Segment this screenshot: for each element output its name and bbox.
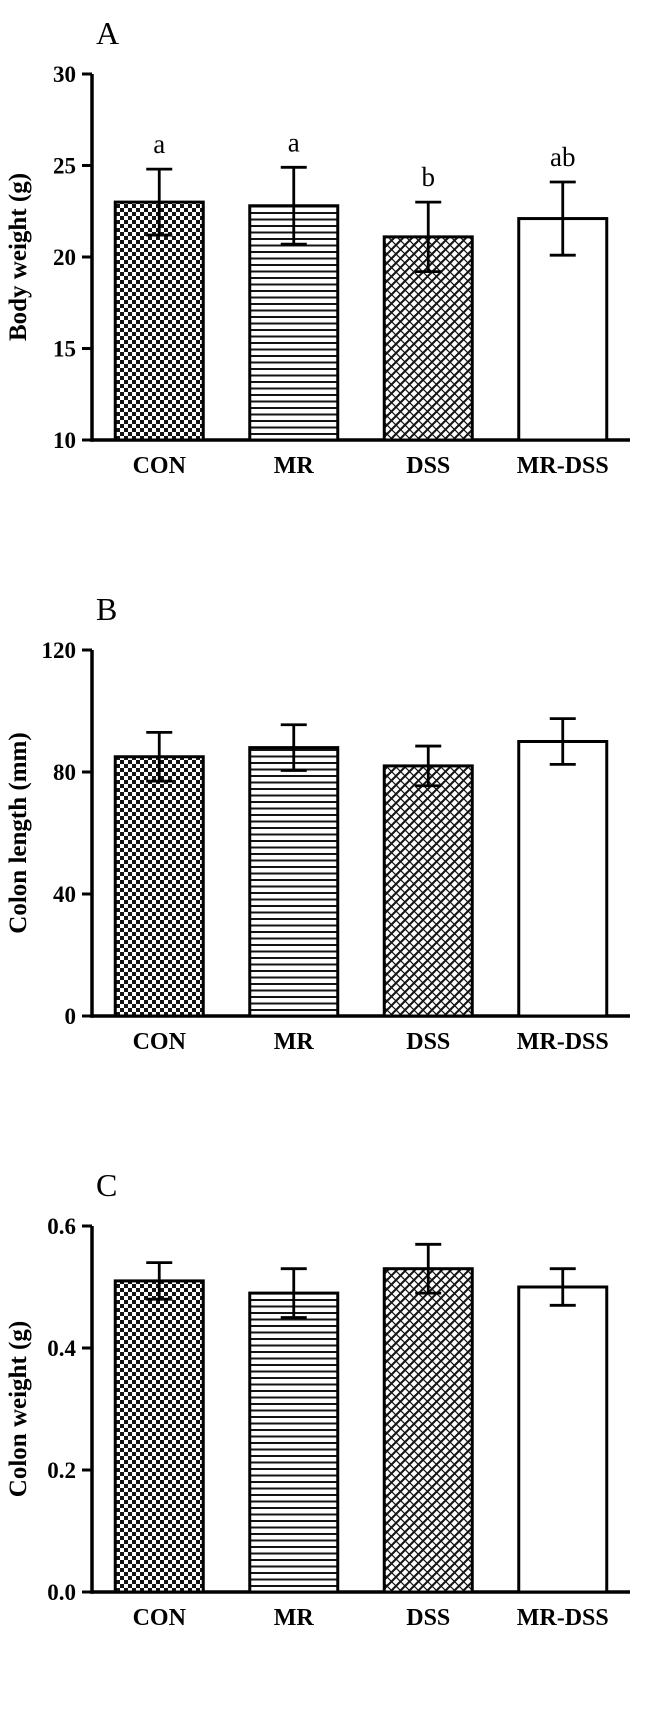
bar-MR (248, 1291, 340, 1594)
category-label-MR: MR (274, 1029, 315, 1055)
error-bar-MR (280, 1267, 307, 1319)
error-bar-CON (146, 730, 173, 783)
panel-letter-a: A (96, 15, 120, 51)
error-bar-CON (146, 1261, 173, 1301)
bar-chart-body-weight: 10 15 20 25 30 Body weight (g) CON a MR a DSS b MR-D… (0, 56, 650, 486)
panel-b: B 0 40 80 120 Colon length (mm) CON MR DSS MR-DS… (0, 576, 650, 1152)
y-tick-label: 40 (53, 882, 76, 907)
category-label-DSS: DSS (406, 1029, 450, 1055)
category-label-DSS: DSS (406, 453, 450, 479)
y-axis-title: Colon weight (g) (5, 1321, 32, 1497)
category-label-CON: CON (133, 1605, 187, 1631)
y-tick-label: 80 (53, 760, 76, 785)
error-bar-MR-DSS (549, 1267, 576, 1307)
category-label-MR-DSS: MR-DSS (517, 1605, 609, 1631)
y-tick-label: 0.6 (47, 1214, 76, 1239)
panel-c: C 0.0 0.2 0.4 0.6 Colon weight (g) CON MR DSS MR… (0, 1152, 650, 1728)
category-label-CON: CON (133, 453, 187, 479)
category-label-CON: CON (133, 1029, 187, 1055)
y-tick-label: 20 (53, 245, 76, 270)
y-tick-label: 15 (53, 337, 76, 362)
bar-CON (113, 755, 205, 1018)
bar-DSS (382, 235, 474, 442)
error-bar-DSS (415, 744, 442, 788)
sig-label-DSS: b (422, 162, 436, 192)
y-tick-label: 0.4 (47, 1336, 76, 1361)
sig-label-MR: a (288, 127, 300, 157)
error-bar-DSS (415, 200, 442, 274)
chart-svg-C: 0.0 0.2 0.4 0.6 Colon weight (g) CON MR DSS MR-D… (5, 1214, 630, 1631)
bar-DSS (382, 1267, 474, 1594)
bar-MR-DSS (517, 217, 609, 442)
bar-MR-DSS (517, 1285, 609, 1594)
error-bar-MR (280, 165, 307, 246)
error-bar-CON (146, 167, 173, 237)
sig-label-MR-DSS: ab (550, 142, 575, 172)
y-tick-label: 30 (53, 62, 76, 87)
bar-chart-colon-length: 0 40 80 120 Colon length (mm) CON MR DSS MR-DSS (0, 632, 650, 1062)
error-bar-DSS (415, 1242, 442, 1295)
category-label-MR-DSS: MR-DSS (517, 1029, 609, 1055)
category-label-MR: MR (274, 453, 315, 479)
panel-letter-b: B (96, 591, 118, 627)
bar-DSS (382, 764, 474, 1018)
panel-a: A 10 15 20 25 30 Body weight (g) CON a MR a DSS b MR… (0, 0, 650, 576)
chart-svg-A: 10 15 20 25 30 Body weight (g) CON a MR a DSS b MR-D… (5, 62, 630, 479)
chart-svg-B: 0 40 80 120 Colon length (mm) CON MR DSS MR-DSS (5, 638, 630, 1055)
category-label-DSS: DSS (406, 1605, 450, 1631)
y-tick-label: 120 (42, 638, 77, 663)
y-tick-label: 0.0 (47, 1580, 76, 1605)
y-tick-label: 0.2 (47, 1458, 76, 1483)
error-bar-MR (280, 723, 307, 772)
category-label-MR: MR (274, 1605, 315, 1631)
category-label-MR-DSS: MR-DSS (517, 453, 609, 479)
bar-MR (248, 746, 340, 1018)
error-bar-MR-DSS (549, 180, 576, 257)
bar-chart-colon-weight: 0.0 0.2 0.4 0.6 Colon weight (g) CON MR DSS MR-D… (0, 1208, 650, 1638)
y-tick-label: 10 (53, 428, 76, 453)
y-tick-label: 0 (65, 1004, 77, 1029)
bar-CON (113, 200, 205, 442)
bar-MR-DSS (517, 740, 609, 1018)
bar-CON (113, 1279, 205, 1594)
y-axis-title: Body weight (g) (5, 173, 32, 341)
y-tick-label: 25 (53, 154, 76, 179)
panel-letter-c: C (96, 1167, 118, 1203)
error-bar-MR-DSS (549, 717, 576, 766)
sig-label-CON: a (153, 129, 165, 159)
y-axis-title: Colon length (mm) (5, 732, 32, 933)
